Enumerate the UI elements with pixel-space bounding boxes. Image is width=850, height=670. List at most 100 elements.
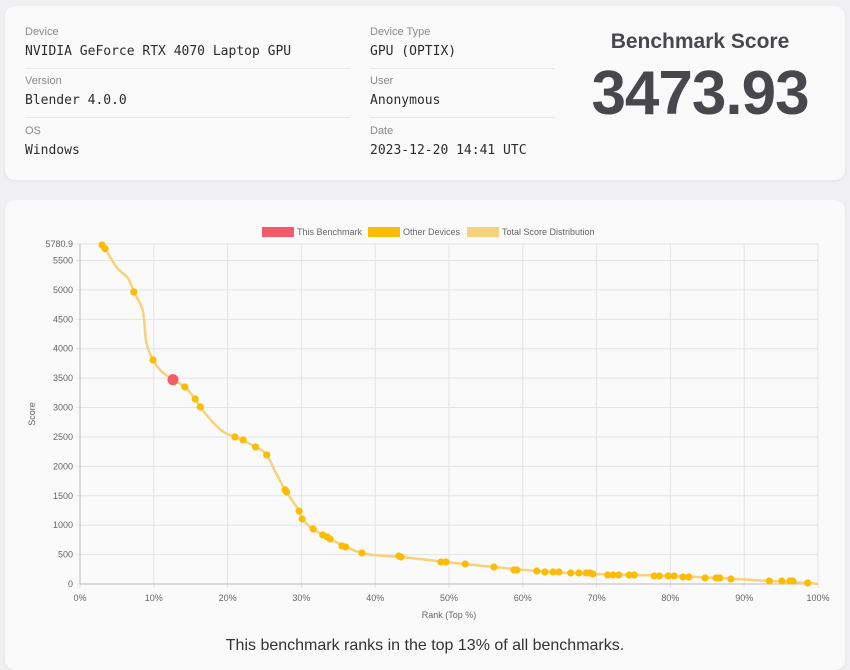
benchmark-score-title: Benchmark Score	[610, 30, 790, 53]
axes: 0% 10% 20% 30% 40% 50% 60% 70% 80% 90% 100% 0 500 100…	[45, 239, 829, 603]
other-device-point	[358, 549, 366, 557]
other-device-point	[196, 403, 204, 411]
other-device-point	[533, 567, 541, 575]
legend-swatch	[467, 227, 499, 237]
other-device-point	[397, 553, 405, 561]
other-device-point	[263, 451, 271, 459]
x-tick-label: 90%	[735, 593, 753, 603]
os-label: OS	[25, 125, 41, 137]
other-device-point	[765, 577, 773, 585]
x-tick-label: 60%	[514, 593, 532, 603]
other-device-point	[670, 572, 678, 580]
this-benchmark-point	[167, 374, 179, 386]
divider	[370, 117, 555, 118]
y-tick-label: 5500	[53, 256, 73, 266]
date-field: Date 2023-12-20 14:41 UTC	[370, 125, 527, 158]
y-tick-label: 5780.9	[45, 239, 73, 249]
other-device-point	[655, 572, 663, 580]
other-device-point	[231, 433, 239, 441]
other-device-point	[804, 579, 812, 587]
x-tick-label: 10%	[145, 593, 163, 603]
other-device-point	[716, 574, 724, 582]
divider	[25, 117, 350, 118]
x-tick-label: 100%	[806, 593, 829, 603]
distribution-line	[99, 243, 819, 586]
legend-label: Other Devices	[403, 227, 461, 237]
rank-summary: This benchmark ranks in the top 13% of a…	[225, 637, 625, 654]
y-tick-label: 1500	[53, 491, 73, 501]
other-device-point	[778, 577, 786, 585]
x-axis-label: Rank (Top %)	[422, 610, 477, 620]
other-device-point	[342, 543, 350, 551]
legend-swatch	[262, 227, 294, 237]
user-label: User	[370, 75, 394, 87]
legend-label: Total Score Distribution	[502, 227, 595, 237]
other-device-point	[604, 571, 612, 579]
benchmark-info-card: Device NVIDIA GeForce RTX 4070 Laptop GP…	[5, 6, 845, 180]
device-type-value: GPU (OPTIX)	[370, 44, 457, 59]
other-device-point	[130, 288, 138, 296]
y-tick-label: 3500	[53, 373, 73, 383]
other-device-point	[664, 572, 672, 580]
other-device-point	[567, 569, 575, 577]
x-tick-label: 70%	[588, 593, 606, 603]
other-device-point	[442, 558, 450, 566]
date-label: Date	[370, 125, 394, 137]
legend: This Benchmark Other Devices Total Score D…	[262, 227, 595, 237]
version-value: Blender 4.0.0	[25, 93, 127, 108]
other-device-point	[326, 535, 334, 543]
device-field: Device NVIDIA GeForce RTX 4070 Laptop GP…	[25, 26, 291, 59]
os-field: OS Windows	[25, 125, 80, 158]
other-device-point	[650, 572, 658, 580]
divider	[25, 68, 350, 69]
device-label: Device	[25, 26, 59, 38]
other-device-point	[541, 568, 549, 576]
other-device-point	[549, 568, 557, 576]
other-device-point	[309, 525, 317, 533]
user-value: Anonymous	[370, 93, 441, 108]
other-device-point	[685, 573, 693, 581]
grid	[76, 243, 819, 588]
chart-card	[5, 200, 845, 670]
data-points	[98, 241, 812, 587]
other-device-point	[727, 575, 735, 583]
legend-label: This Benchmark	[297, 227, 363, 237]
other-device-point	[789, 577, 797, 585]
other-device-point	[575, 569, 583, 577]
other-device-point	[615, 571, 623, 579]
y-tick-label: 4500	[53, 314, 73, 324]
other-device-point	[609, 571, 617, 579]
device-value: NVIDIA GeForce RTX 4070 Laptop GPU	[25, 44, 292, 59]
other-device-point	[239, 436, 247, 444]
x-tick-label: 80%	[661, 593, 679, 603]
version-label: Version	[25, 75, 62, 87]
other-device-point	[679, 573, 687, 581]
other-device-point	[589, 570, 597, 578]
other-device-point	[555, 568, 563, 576]
other-device-point	[191, 395, 199, 403]
y-tick-label: 5000	[53, 285, 73, 295]
x-tick-label: 20%	[219, 593, 237, 603]
y-tick-label: 4000	[53, 344, 73, 354]
y-tick-label: 2500	[53, 432, 73, 442]
user-field: User Anonymous	[370, 75, 440, 108]
y-tick-label: 2000	[53, 461, 73, 471]
benchmark-score-value: 3473.93	[591, 59, 809, 128]
other-device-point	[630, 571, 638, 579]
date-value: 2023-12-20 14:41 UTC	[370, 143, 527, 158]
other-device-point	[295, 507, 303, 515]
other-device-point	[252, 443, 260, 451]
other-device-point	[701, 574, 709, 582]
x-tick-label: 0%	[73, 593, 86, 603]
other-device-point	[101, 245, 109, 253]
x-tick-label: 40%	[366, 593, 384, 603]
other-device-point	[298, 515, 306, 523]
other-device-point	[490, 563, 498, 571]
device-type-field: Device Type GPU (OPTIX)	[370, 26, 456, 59]
other-device-point	[625, 571, 633, 579]
legend-swatch	[368, 227, 400, 237]
score-distribution-chart: 0% 10% 20% 30% 40% 50% 60% 70% 80% 90% 100% 0 500 100…	[27, 227, 830, 620]
device-type-label: Device Type	[370, 26, 431, 38]
other-device-point	[461, 560, 469, 568]
version-field: Version Blender 4.0.0	[25, 75, 127, 108]
